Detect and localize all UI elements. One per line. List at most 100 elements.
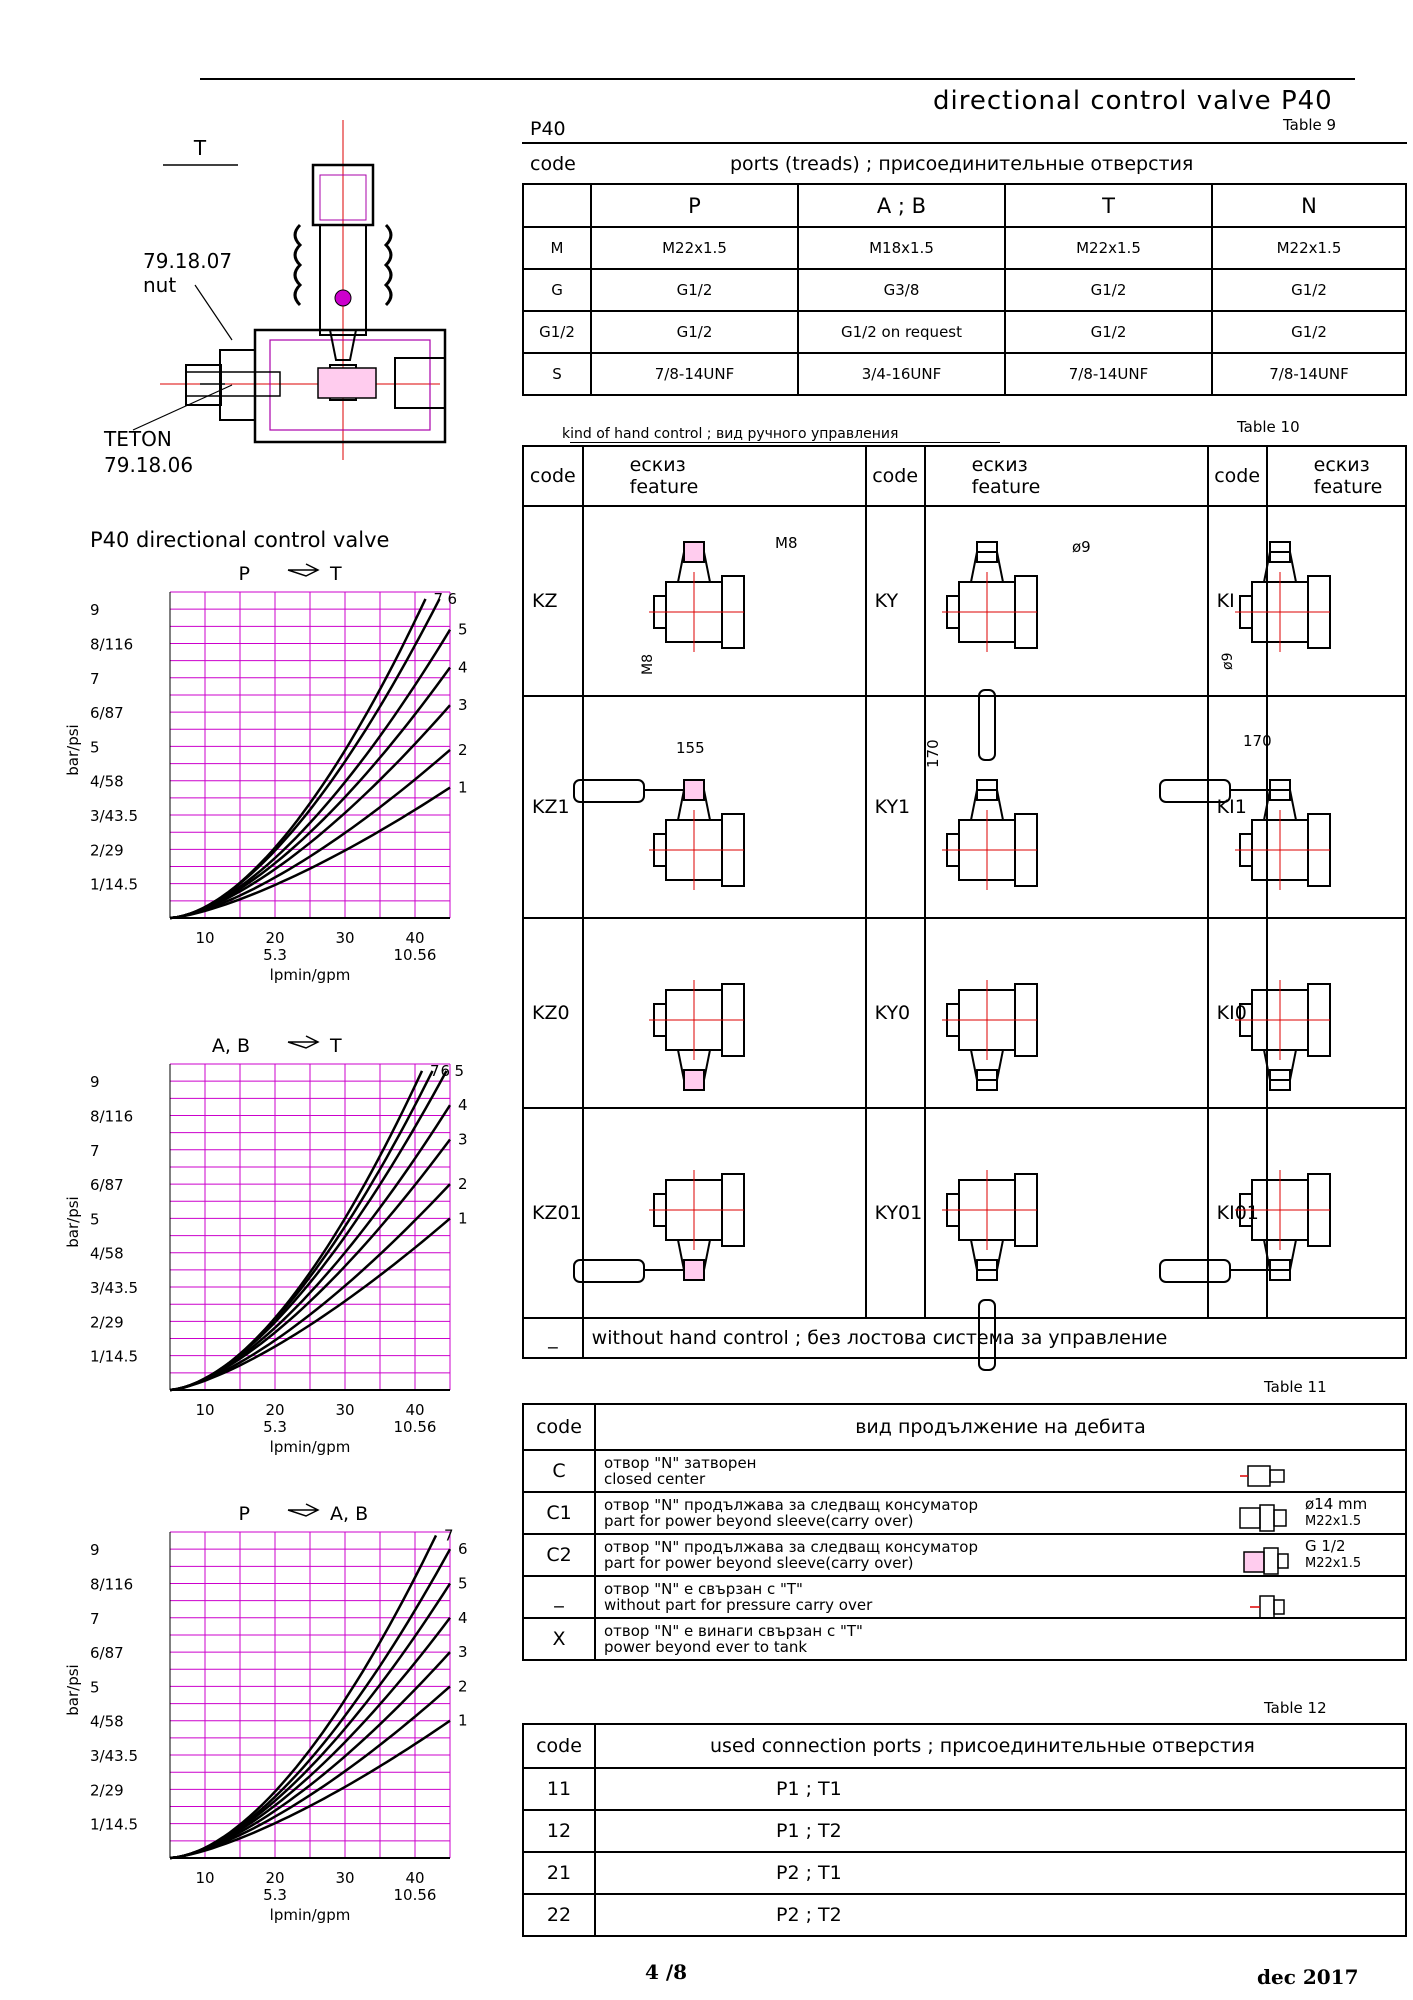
table9-cell: G1/2 on request — [797, 310, 1006, 354]
series-line — [169, 1719, 451, 1860]
t11-desc-bg: отвор "N" затворен — [604, 1454, 757, 1472]
view-label: T — [193, 136, 207, 160]
x-axis-label: lpmin/gpm — [270, 966, 351, 984]
x-tick-label: 40 — [405, 1401, 424, 1419]
table10-caption: kind of hand control ; вид ручного управ… — [562, 426, 899, 442]
t11-desc-bg: отвор "N" е винаги свързан с "T" — [604, 1622, 863, 1640]
series-label: 7 — [434, 590, 444, 608]
t11-hdr-title: вид продължение на дебита — [594, 1403, 1407, 1451]
table10-label: Table 10 — [1237, 418, 1300, 436]
t11-desc: отвор "N" продължава за следващ консумат… — [594, 1533, 1237, 1577]
x-tick-label: 30 — [335, 929, 354, 947]
x-tick-gpm-label: 5.3 — [263, 1418, 287, 1436]
t10-sketch — [923, 917, 1209, 1109]
table9-row-code: M — [522, 226, 592, 270]
x-tick-gpm-label: 5.3 — [263, 946, 287, 964]
series-line — [169, 1070, 434, 1392]
y-tick-label: 3/43.5 — [90, 1279, 138, 1297]
series-label: 3 — [458, 696, 468, 714]
y-tick-label: 5 — [90, 1678, 100, 1696]
series-line — [169, 1534, 438, 1860]
nut-label: nut — [143, 273, 176, 297]
t11-spec1: ø14 mm — [1305, 1495, 1368, 1513]
x-tick-gpm-label: 10.56 — [394, 946, 437, 964]
valve-cross-section-drawing: T 79.18.07 nut TETON 79.18.06 — [103, 120, 447, 477]
y-tick-label: 3/43.5 — [90, 807, 138, 825]
t11-spec: G 1/2 M22x1.5 — [1237, 1533, 1407, 1577]
y-tick-label: 9 — [90, 1073, 100, 1091]
t10-hdr-sketch-text: ескиз — [1313, 454, 1370, 476]
t10-hdr-feature: ескиз feature — [581, 445, 867, 507]
table9-label: Table 9 — [1283, 116, 1337, 134]
t10-sketch — [581, 1107, 867, 1319]
y-tick-label: 4/58 — [90, 1713, 124, 1731]
x-tick-gpm-label: 10.56 — [394, 1886, 437, 1904]
t10-code: KZ01 — [522, 1107, 584, 1319]
t12-code: 21 — [522, 1851, 596, 1895]
series-label: 3 — [458, 1643, 468, 1661]
t10-code: KZ — [522, 505, 584, 697]
t12-ports: P1 ; T1 — [594, 1767, 1407, 1811]
t12-ports: P2 ; T1 — [594, 1851, 1407, 1895]
t10-hdr-code: code — [1206, 445, 1268, 507]
page-title: directional control valve P40 — [933, 86, 1333, 116]
y-tick-label: 9 — [90, 1541, 100, 1559]
t11-desc-bg: отвор "N" продължава за следващ консумат… — [604, 1538, 978, 1556]
t11-hdr-code: code — [522, 1403, 596, 1451]
table9-row-code: G — [522, 268, 592, 312]
t11-spec — [1237, 1449, 1407, 1493]
arrow-icon — [287, 563, 320, 577]
t10-code: KY — [864, 505, 926, 697]
t10-hdr-sketch-text: ескиз — [629, 454, 686, 476]
series-label: 3 — [458, 1130, 468, 1148]
t10-sketch — [1265, 505, 1408, 697]
t11-code: X — [522, 1617, 596, 1661]
t10-code: KY1 — [864, 695, 926, 919]
table9-blank — [522, 183, 592, 228]
t10-code: KY0 — [864, 917, 926, 1109]
t10-sketch — [923, 505, 1209, 697]
flow-chart-p-to-ab: 1/14.5 2/29 3/43.5 4/58 5 6/87 7 8/116 9 10 20 30 40… — [64, 1503, 468, 1924]
table9-col-p: P — [590, 183, 799, 228]
t12-code: 12 — [522, 1809, 596, 1853]
x-axis-label: lpmin/gpm — [270, 1438, 351, 1456]
x-tick-label: 20 — [265, 1401, 284, 1419]
flow-chart-ab-to-t: 1/14.5 2/29 3/43.5 4/58 5 6/87 7 8/116 9 10 20 30 40… — [64, 1035, 468, 1456]
table12-label: Table 12 — [1264, 1699, 1327, 1717]
table12-connection-ports: code used connection ports ; присоединит… — [522, 1723, 1407, 1937]
t11-spec2: M22x1.5 — [1305, 1556, 1362, 1571]
series-label: 1 — [458, 1712, 468, 1730]
series-label: 6 — [441, 1062, 451, 1080]
y-tick-label: 1/14.5 — [90, 1816, 138, 1834]
t11-spec2: M22x1.5 — [1305, 1514, 1362, 1529]
t11-desc: отвор "N" затворен closed center — [594, 1449, 1237, 1493]
t12-ports: P1 ; T2 — [594, 1809, 1407, 1853]
y-tick-label: 4/58 — [90, 773, 124, 791]
t12-code: 22 — [522, 1893, 596, 1937]
t10-sketch — [923, 1107, 1209, 1319]
t11-desc-bg: отвор "N" продължава за следващ консумат… — [604, 1496, 978, 1514]
y-tick-label: 2/29 — [90, 1313, 124, 1331]
t11-spec — [1237, 1617, 1407, 1661]
t10-hdr-feature-text: feature — [971, 476, 1041, 498]
table9-col-t: T — [1004, 183, 1213, 228]
t11-desc-en: part for power beyond sleeve(carry over) — [604, 1512, 914, 1530]
y-tick-label: 8/116 — [90, 1107, 133, 1125]
t11-code: C — [522, 1449, 596, 1493]
series-label: 2 — [458, 741, 468, 759]
t10-without-text: without hand control ; без лостова систе… — [581, 1317, 1408, 1359]
t10-without-code: _ — [522, 1317, 584, 1359]
x-axis-label: lpmin/gpm — [270, 1906, 351, 1924]
page-number: 4 /8 — [645, 1960, 688, 1984]
series-label: 1 — [458, 1209, 468, 1227]
t11-desc: отвор "N" е свързан с "T" without part fo… — [594, 1575, 1237, 1619]
x-tick-label: 10 — [195, 929, 214, 947]
series-label: 1 — [458, 779, 468, 797]
t10-sketch — [581, 917, 867, 1109]
table10-hand-control: code ескиз feature code ескиз feature code… — [522, 445, 1408, 1359]
t11-desc-en: closed center — [604, 1470, 706, 1488]
t10-hdr-feature: ескиз feature — [923, 445, 1209, 507]
y-axis-label: bar/psi — [64, 1196, 82, 1247]
table9-cell: G3/8 — [797, 268, 1006, 312]
series-label: 5 — [458, 621, 468, 639]
